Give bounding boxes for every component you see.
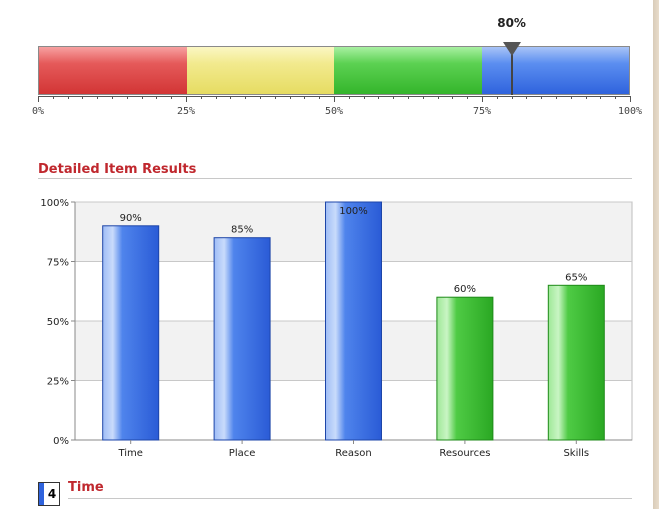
gauge-minor-tick [452,96,453,99]
gauge-major-tick [482,96,483,102]
gauge-marker-triangle-icon [502,42,521,56]
bar-value-label: 65% [565,272,587,283]
x-category-label: Skills [563,448,589,459]
gauge-minor-tick [512,96,513,99]
gauge-minor-tick [571,96,572,99]
gauge-minor-tick [245,96,246,99]
section-divider [38,178,632,179]
gauge-minor-tick [615,96,616,99]
bar-skills [547,284,605,441]
x-category-label: Time [117,448,142,459]
x-category-label: Place [229,448,256,459]
gauge-minor-tick [600,96,601,99]
gauge-minor-tick [423,96,424,99]
bar-resources [436,296,494,441]
gauge-marker-line [510,46,513,95]
bar-time [102,225,160,441]
y-tick-label: 25% [47,377,69,388]
gauge-minor-tick [171,96,172,99]
bar-place [213,237,271,441]
gauge-minor-tick [142,96,143,99]
gauge-minor-tick [393,96,394,99]
section-number: 4 [47,487,57,501]
gauge-major-tick [630,96,631,102]
gauge-band-yellow [186,47,334,94]
y-tick-label: 0% [53,436,69,447]
gauge-minor-tick [364,96,365,99]
section-title: Detailed Item Results [38,162,197,177]
gauge-minor-tick [290,96,291,99]
bar-reason [325,201,382,441]
gauge-tick-label: 25% [176,106,196,117]
gauge-value-label: 80% [497,16,526,30]
gauge-major-tick [38,96,39,102]
gauge-major-tick [186,96,187,102]
y-tick-label: 50% [47,317,69,328]
gauge-minor-tick [68,96,69,99]
item-results-chart: 0% 25% 50% 75% 100% 90% Time 85% Place 100% Reason… [40,198,633,459]
gauge-minor-tick [275,96,276,99]
gauge-minor-tick [97,96,98,99]
gauge-bar [38,46,630,95]
gauge-minor-tick [216,96,217,99]
gauge-major-tick [334,96,335,102]
page-shadow [653,0,659,509]
x-category-label: Reason [335,448,371,459]
y-tick-label: 75% [47,258,69,269]
gauge-minor-tick [127,96,128,99]
time-section-divider [68,498,632,499]
gauge-minor-tick [112,96,113,99]
bar-value-label: 85% [231,225,253,236]
gauge-minor-tick [556,96,557,99]
gauge-band-green [334,47,482,94]
gauge-minor-tick [201,96,202,99]
gauge-minor-tick [82,96,83,99]
gauge-minor-tick [260,96,261,99]
gauge-minor-tick [378,96,379,99]
gauge-minor-tick [408,96,409,99]
gauge-tick-label: 50% [324,106,344,117]
gauge-minor-tick [304,96,305,99]
gauge-band-red [39,47,187,94]
gauge-minor-tick [497,96,498,99]
badge-stripe [39,483,44,505]
x-category-label: Resources [439,448,490,459]
gauge-minor-tick [53,96,54,99]
gauge-minor-tick [349,96,350,99]
gauge-minor-tick [230,96,231,99]
gauge-minor-tick [586,96,587,99]
score-gauge: 80% 0% 25% 50% 75% 100% [32,10,642,125]
gauge-minor-tick [438,96,439,99]
bar-value-label: 90% [120,213,142,224]
bar-value-label: 60% [454,284,476,295]
section-number-badge: 4 [38,482,60,506]
gauge-tick-label: 0% [31,106,45,117]
bar-value-label: 100% [339,206,368,217]
gauge-minor-tick [156,96,157,99]
gauge-tick-label: 100% [617,106,643,117]
gauge-minor-tick [467,96,468,99]
gauge-minor-tick [526,96,527,99]
gauge-tick-label: 75% [472,106,492,117]
time-section-title: Time [68,480,104,495]
gauge-minor-tick [319,96,320,99]
y-tick-label: 100% [40,198,69,209]
gauge-minor-tick [541,96,542,99]
